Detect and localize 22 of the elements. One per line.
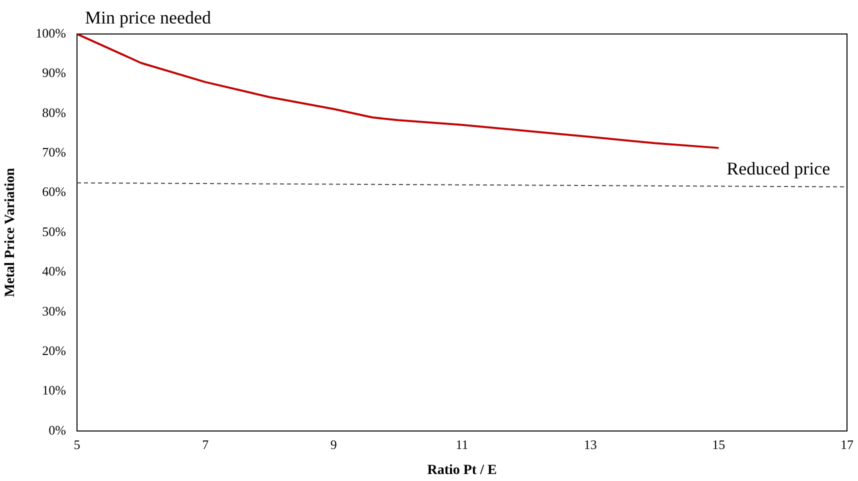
y-tick-label: 30% [42, 303, 66, 318]
y-tick-label: 100% [36, 25, 66, 40]
y-tick-label: 20% [42, 343, 66, 358]
y-axis-title: Metal Price Variation [3, 168, 18, 298]
y-tick-label: 0% [48, 422, 66, 438]
x-tick-label: 13 [584, 437, 597, 452]
y-tick-label: 50% [42, 224, 66, 239]
y-tick-label: 60% [42, 184, 66, 200]
x-tick-label: 15 [712, 437, 726, 452]
x-tick-label: 5 [74, 437, 80, 452]
x-tick-label: 11 [456, 437, 468, 452]
x-tick-label: 7 [202, 437, 210, 452]
annotation: Min price needed [85, 8, 211, 28]
x-tick-label: 17 [840, 437, 854, 452]
x-tick-label: 9 [330, 437, 337, 452]
y-tick-label: 40% [42, 264, 66, 279]
annotation: Reduced price [726, 158, 830, 179]
x-axis-title: Ratio Pt / E [427, 463, 497, 478]
y-tick-label: 90% [42, 65, 66, 80]
y-tick-label: 70% [42, 144, 66, 160]
y-tick-label: 80% [42, 104, 66, 120]
y-tick-label: 10% [42, 382, 66, 398]
